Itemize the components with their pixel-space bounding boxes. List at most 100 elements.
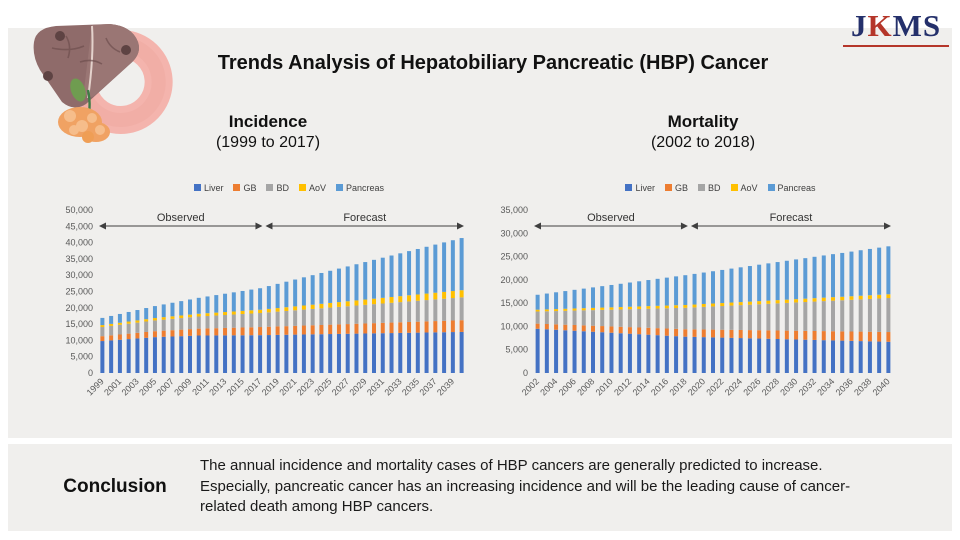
bar-segment [126, 333, 131, 340]
bar-segment [821, 301, 826, 332]
bar-segment [812, 339, 817, 373]
y-axis-tick-label: 20,000 [500, 275, 528, 285]
bar-segment [363, 304, 368, 324]
bar-segment [757, 304, 762, 331]
gallbladder-shape [70, 78, 86, 102]
period-label: Forecast [770, 212, 813, 224]
mortality-plot: 0 5,000 10,000 15,000 20,000 25,000 30,000 35,0… [488, 197, 908, 422]
bar-segment [821, 255, 826, 298]
bar-segment [170, 318, 175, 331]
bar-segment [664, 305, 669, 309]
bar-segment [711, 329, 715, 338]
bar-segment [231, 311, 236, 315]
bar-segment [877, 341, 882, 373]
bar-segment [840, 296, 845, 301]
bar-segment [646, 306, 651, 309]
x-axis-tick-label: 2035 [400, 376, 421, 397]
bar-segment [747, 330, 752, 339]
x-axis-tick-label: 2037 [418, 376, 439, 397]
bar-segment [720, 303, 725, 307]
bar-segment [544, 293, 549, 310]
bar-segment [196, 316, 201, 329]
bar-segment [126, 323, 131, 334]
bar-segment [310, 308, 315, 326]
conclusion-panel [8, 444, 952, 531]
bar-segment [683, 275, 688, 306]
bar-segment [812, 301, 817, 331]
bar-segment [275, 283, 280, 309]
bar-segment [609, 307, 614, 310]
bar-segment [600, 326, 605, 333]
bar-segment [144, 331, 149, 338]
bar-segment [840, 340, 845, 373]
bar-segment [655, 335, 660, 373]
y-axis-tick-label: 30,000 [500, 228, 528, 238]
bar-segment [301, 325, 306, 335]
y-axis-tick-label: 15,000 [65, 319, 93, 329]
bar-segment [711, 337, 715, 373]
bar-segment [711, 303, 715, 307]
bar-segment [380, 297, 385, 304]
bar-segment [354, 323, 359, 334]
bar-segment [664, 328, 669, 336]
bar-segment [591, 307, 595, 311]
bar-segment [600, 286, 605, 308]
bar-segment [433, 321, 438, 333]
bar-segment [720, 306, 725, 330]
incidence-heading: Incidence (1999 to 2017) [148, 112, 388, 152]
bar-segment [442, 320, 447, 333]
x-axis-tick-label: 2024 [723, 376, 744, 397]
bar-segment [336, 268, 341, 303]
bar-segment [618, 309, 623, 327]
bar-segment [109, 323, 114, 326]
conclusion-line: related death among HBP cancers. [200, 498, 434, 516]
bar-segment [407, 321, 412, 333]
stomach-shape [70, 30, 173, 134]
bar-segment [223, 315, 228, 328]
bar-segment [803, 330, 808, 340]
bar-segment [674, 328, 679, 337]
bar-segment [535, 323, 540, 329]
bar-segment [775, 303, 780, 331]
bar-segment [803, 302, 808, 331]
bar-segment [867, 295, 872, 299]
bar-segment [766, 330, 771, 339]
bar-segment [407, 251, 412, 296]
bar-segment [701, 337, 706, 373]
bar-segment [415, 294, 420, 301]
legend-swatch-icon [336, 184, 344, 191]
bar-segment [214, 335, 219, 373]
x-axis-tick-label: 2017 [242, 376, 263, 397]
bar-segment [354, 264, 359, 301]
bar-segment [345, 266, 350, 302]
bar-segment [231, 314, 236, 328]
bar-segment [738, 305, 743, 330]
bar-segment [161, 330, 166, 337]
bar-segment [867, 331, 872, 342]
bar-segment [554, 309, 559, 312]
mortality-title: Mortality [667, 112, 739, 131]
bar-segment [775, 262, 780, 301]
bar-segment [161, 319, 166, 331]
logo-letter-k: K [867, 8, 893, 43]
x-axis-tick-label: 2018 [667, 376, 688, 397]
bar-segment [877, 294, 882, 299]
incidence-plot: 0 5,000 10,000 15,000 20,000 25,000 30,000 35,0… [40, 197, 480, 422]
bar-segment [600, 307, 605, 310]
bar-segment [179, 336, 184, 373]
chart-canvas: 0 5,000 10,000 15,000 20,000 25,000 30,000 35,0… [65, 205, 464, 398]
bar-segment [179, 315, 184, 319]
bar-segment [240, 327, 245, 336]
bar-segment [398, 322, 403, 333]
bar-segment [249, 289, 254, 311]
bar-segment [310, 325, 315, 335]
bar-segment [886, 246, 891, 295]
x-axis-tick-label: 2026 [741, 376, 762, 397]
incidence-chart: Liver GB BD AoV Pancreas 0 5,000 10,000 15,000 2… [40, 183, 480, 422]
bar-segment [849, 296, 854, 300]
bar-segment [293, 306, 298, 311]
bar-segment [398, 253, 403, 297]
x-axis-tick-label: 2028 [760, 376, 781, 397]
bar-segment [775, 330, 780, 340]
bar-segment [319, 334, 324, 373]
